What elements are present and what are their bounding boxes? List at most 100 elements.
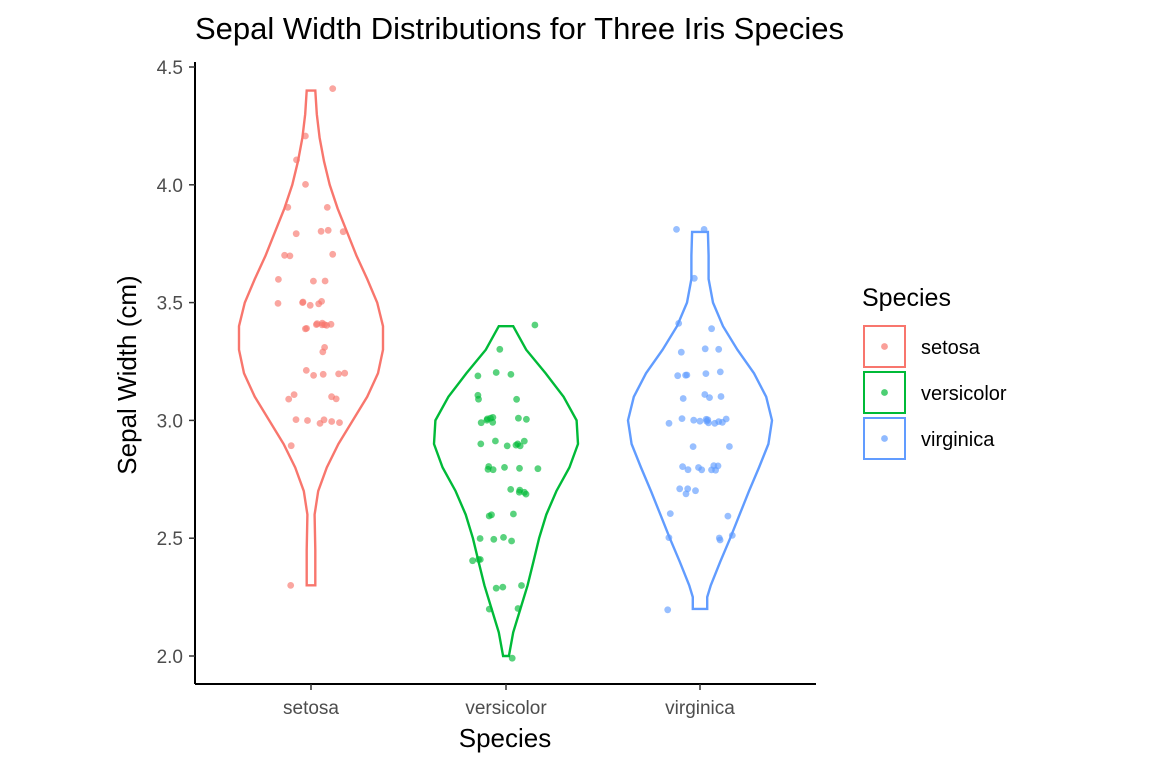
point-versicolor (523, 415, 530, 423)
point-virginica (716, 368, 724, 376)
axes: 2.0 2.5 3.0 3.5 4.0 4.5 setosa versicolor virgin… (157, 58, 816, 719)
point-virginica (714, 462, 722, 470)
point-virginica (696, 417, 704, 425)
point-virginica (689, 443, 697, 450)
point-versicolor (492, 584, 500, 592)
legend-label-setosa: setosa (921, 337, 981, 359)
point-versicolor (515, 414, 522, 422)
point-virginica (675, 320, 683, 327)
point-versicolor (487, 414, 494, 422)
point-virginica (716, 536, 724, 544)
point-setosa (310, 277, 317, 285)
point-versicolor (469, 557, 476, 565)
point-setosa (317, 227, 325, 235)
legend-point-virginica (881, 435, 888, 442)
point-versicolor (534, 465, 542, 473)
point-virginica (719, 418, 726, 426)
point-versicolor (516, 464, 523, 472)
y-tick-label: 4.0 (157, 176, 183, 197)
x-tick-label: versicolor (465, 698, 547, 719)
point-virginica (690, 274, 698, 282)
point-versicolor (518, 582, 525, 589)
point-setosa (287, 582, 295, 589)
point-setosa (284, 203, 292, 211)
point-versicolor (513, 395, 520, 403)
point-virginica (682, 371, 689, 379)
point-versicolor (496, 345, 504, 353)
point-versicolor (507, 371, 515, 378)
y-tick-label: 3.0 (157, 411, 183, 432)
point-virginica (677, 348, 685, 356)
point-versicolor (490, 535, 498, 543)
point-virginica (724, 512, 732, 520)
point-virginica (665, 419, 673, 427)
point-setosa (321, 277, 329, 285)
point-setosa (328, 418, 336, 425)
point-setosa (328, 393, 335, 401)
point-versicolor (500, 534, 507, 541)
point-setosa (299, 298, 307, 306)
y-axis-title: Sepal Width (cm) (112, 275, 142, 474)
point-setosa (315, 300, 323, 308)
point-setosa (335, 370, 342, 378)
point-versicolor (477, 419, 485, 427)
point-versicolor (476, 556, 484, 563)
plot-area (237, 85, 774, 662)
point-versicolor (485, 463, 493, 470)
point-versicolor (507, 486, 515, 493)
point-virginica (700, 226, 708, 233)
point-setosa (302, 325, 309, 333)
point-virginica (674, 372, 682, 380)
violin-virginica (626, 230, 774, 611)
y-tick-label: 4.5 (157, 58, 183, 79)
point-versicolor (488, 511, 495, 519)
point-setosa (292, 230, 300, 238)
point-setosa (285, 395, 293, 403)
point-versicolor (508, 537, 515, 545)
y-tick-label: 2.5 (157, 529, 183, 550)
point-virginica (673, 226, 680, 233)
point-setosa (290, 391, 298, 398)
legend-title: Species (862, 284, 951, 312)
point-virginica (702, 370, 710, 377)
point-virginica (715, 345, 723, 353)
point-virginica (701, 345, 709, 353)
point-virginica (717, 393, 725, 400)
point-versicolor (520, 437, 528, 445)
chart-title: Sepal Width Distributions for Three Iris… (195, 11, 844, 46)
point-virginica (665, 534, 673, 541)
point-versicolor (492, 369, 500, 376)
point-setosa (329, 250, 337, 258)
point-setosa (302, 132, 309, 140)
point-virginica (679, 463, 686, 470)
point-setosa (287, 442, 295, 450)
point-versicolor (492, 437, 499, 445)
point-versicolor (485, 605, 493, 613)
point-setosa (329, 85, 337, 92)
legend-point-versicolor (881, 389, 888, 396)
legend-key-virginica (863, 417, 906, 460)
point-virginica (684, 466, 692, 474)
point-setosa (320, 416, 328, 424)
x-axis-title: Species (459, 723, 552, 753)
y-tick-label: 3.5 (157, 294, 183, 315)
violin-setosa (237, 89, 385, 587)
point-virginica (666, 510, 674, 517)
point-versicolor (474, 372, 482, 380)
point-versicolor (508, 654, 516, 662)
point-versicolor (514, 440, 522, 448)
legend: Species setosa versicolor virginica (862, 284, 1007, 460)
point-setosa (293, 156, 300, 164)
point-setosa (339, 228, 347, 236)
point-versicolor (476, 535, 484, 542)
point-setosa (310, 372, 317, 379)
point-setosa (341, 369, 349, 377)
point-versicolor (501, 464, 508, 471)
point-setosa (292, 416, 300, 423)
point-setosa (318, 321, 326, 329)
point-virginica (728, 532, 736, 539)
legend-point-setosa (881, 343, 888, 350)
point-setosa (319, 348, 327, 356)
point-setosa (336, 419, 343, 426)
